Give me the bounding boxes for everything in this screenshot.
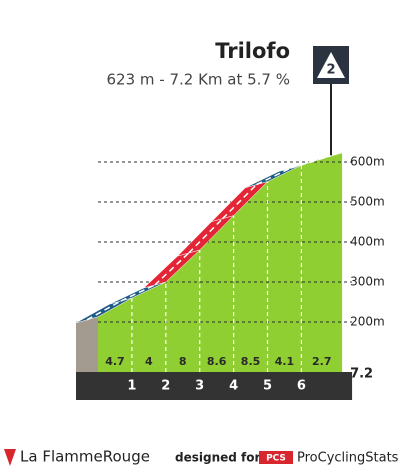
site: ProCyclingStats: [297, 451, 399, 466]
x-tick-label: 6: [297, 379, 306, 394]
y-tick-label: 200m: [350, 315, 385, 329]
gradient-label: 8.5: [241, 355, 261, 368]
x-tick-label: 7.2: [350, 367, 373, 382]
x-tick-label: 1: [127, 379, 136, 394]
center-dash: [188, 218, 224, 254]
gradient-label: 8: [179, 355, 187, 368]
y-tick-label: 400m: [350, 235, 385, 249]
base-strip: [76, 372, 353, 400]
center-dash: [222, 184, 258, 220]
gradient-label: 4.7: [105, 355, 125, 368]
y-tick-label: 300m: [350, 275, 385, 289]
x-tick-label: 2: [161, 379, 170, 394]
pcs-label: PCS: [266, 454, 286, 464]
y-tick-label: 500m: [350, 195, 385, 209]
category-label: 2: [326, 63, 335, 78]
pcs-logo: [259, 451, 293, 464]
brand: La FlammeRouge: [20, 448, 150, 466]
center-dash: [86, 300, 122, 321]
badge-triangle: [317, 52, 345, 78]
chart-title: Trilofo: [215, 39, 290, 63]
brand-logo: [4, 449, 16, 466]
profile-area: [98, 152, 343, 372]
plot: 200m 300m 400m 500m 600m 1 2 3 4 5 6 7.2 4.7 4 8 8.6 8.5…: [75, 152, 385, 400]
center-dash: [256, 167, 291, 186]
center-dash: [154, 252, 190, 286]
x-tick-label: 4: [229, 379, 238, 394]
gradient-label: 4.1: [275, 355, 295, 368]
gradient-label: 2.7: [312, 355, 332, 368]
gradient-label: 8.6: [207, 355, 227, 368]
x-tick-label: 3: [195, 379, 204, 394]
chart-subtitle: 623 m - 7.2 Km at 5.7 %: [106, 71, 290, 89]
y-tick-label: 600m: [350, 155, 385, 169]
designed-for: designed for: [175, 451, 260, 465]
center-dash: [120, 284, 156, 302]
center-dash: [290, 155, 332, 169]
gradient-label: 4: [145, 355, 153, 368]
x-tick-label: 5: [263, 379, 272, 394]
